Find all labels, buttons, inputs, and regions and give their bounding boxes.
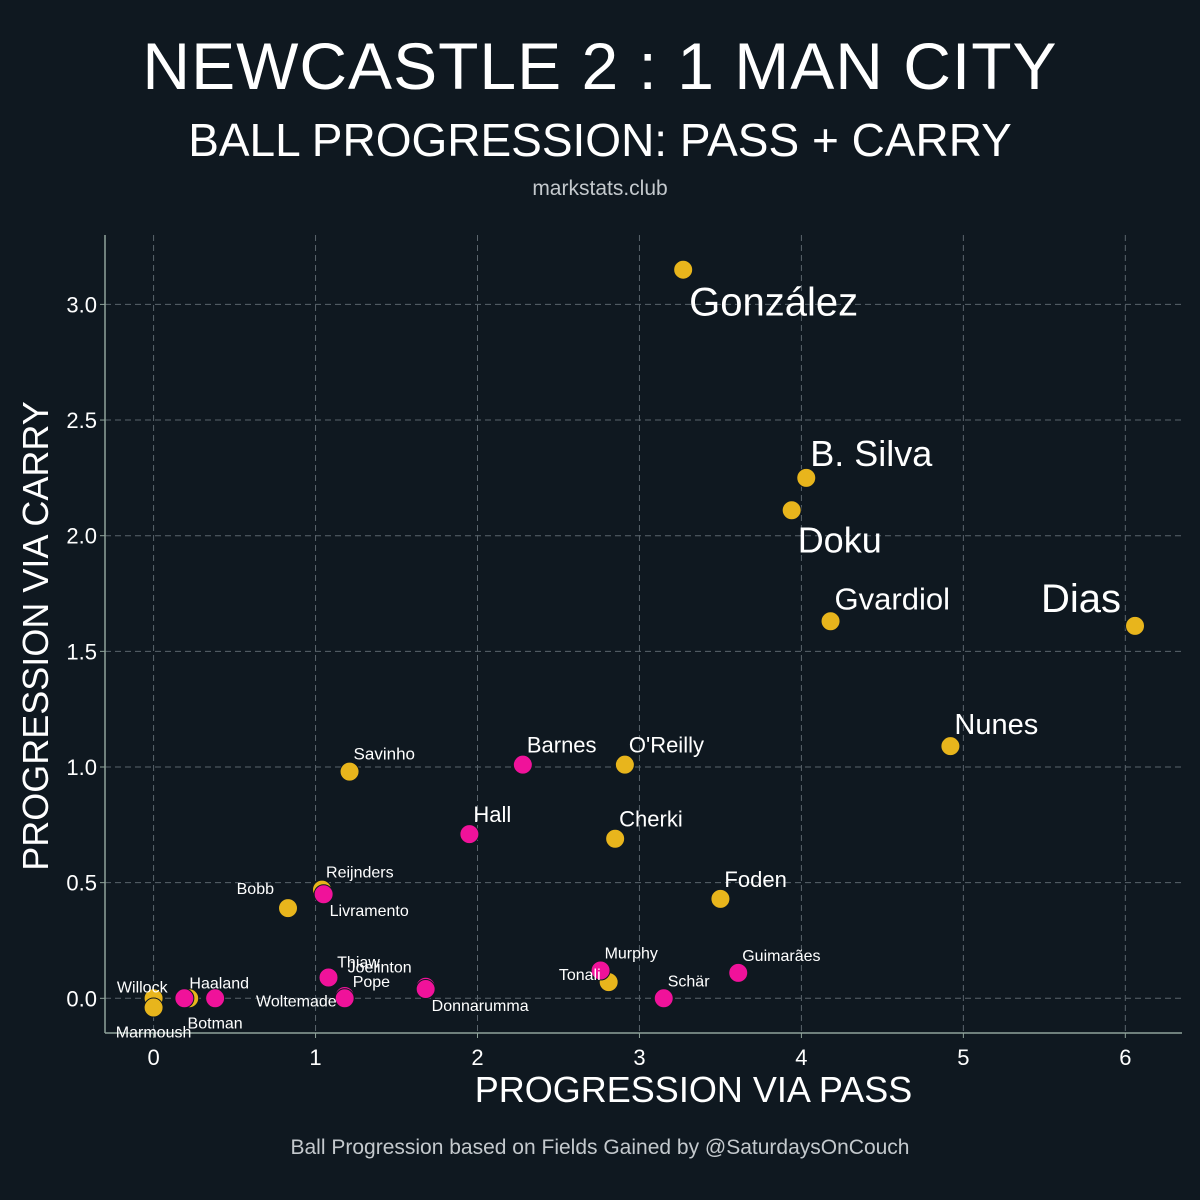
point-bobb (278, 898, 299, 919)
point-label: Haaland (189, 975, 249, 992)
x-tick-label: 0 (147, 1045, 159, 1070)
x-tick-label: 6 (1119, 1045, 1131, 1070)
point-label: Thiaw (337, 954, 380, 971)
x-tick-label: 3 (633, 1045, 645, 1070)
point-gvardiol (820, 611, 841, 632)
y-axis-title: PROGRESSION VIA CARRY (15, 401, 56, 870)
x-tick-label: 2 (471, 1045, 483, 1070)
point-sch-r (653, 988, 674, 1009)
point-label: Donnarumma (432, 998, 529, 1015)
point-dias (1125, 615, 1146, 636)
point-o-reilly (614, 754, 635, 775)
y-tick-label: 3.0 (66, 292, 97, 317)
point-b-silva (796, 467, 817, 488)
source-credit: markstats.club (532, 177, 668, 200)
point-label: Tonali (559, 967, 601, 984)
y-tick-label: 1.5 (66, 639, 97, 664)
point-thiaw (318, 967, 339, 988)
point-label: Savinho (354, 745, 415, 764)
point-label: Woltemade (256, 993, 337, 1010)
point-barnes (512, 754, 533, 775)
y-tick-label: 0.5 (66, 871, 97, 896)
point-livramento (313, 884, 334, 905)
point-woltemade (334, 988, 355, 1009)
point-label: B. Silva (810, 433, 933, 474)
point-label: Schär (668, 973, 710, 990)
point-label: Joelinton (348, 960, 412, 977)
point-cherki (605, 828, 626, 849)
point-savinho (339, 761, 360, 782)
point-label: Doku (798, 519, 882, 560)
point-nunes (940, 736, 961, 757)
point-marmoush (143, 997, 164, 1018)
point-donnarumma (415, 979, 436, 1000)
x-tick-label: 4 (795, 1045, 807, 1070)
point-hall (459, 824, 480, 845)
x-tick-label: 1 (309, 1045, 321, 1070)
point-gonz-lez (673, 259, 694, 280)
point-unlabeled (174, 988, 195, 1009)
y-tick-label: 1.0 (66, 755, 97, 780)
chart-subtitle: BALL PROGRESSION: PASS + CARRY (188, 114, 1012, 166)
point-label: Willock (117, 979, 169, 996)
point-label: Botman (188, 1015, 243, 1032)
chart-caption: Ball Progression based on Fields Gained … (290, 1136, 910, 1159)
point-label: Barnes (527, 733, 597, 758)
point-label: Reijnders (326, 865, 394, 882)
point-label: Pope (353, 974, 390, 991)
chart-title: NEWCASTLE 2 : 1 MAN CITY (142, 29, 1058, 103)
point-foden (710, 888, 731, 909)
point-label: Nunes (954, 709, 1038, 741)
y-tick-label: 2.0 (66, 524, 97, 549)
point-murphy (590, 960, 611, 981)
point-label: Gvardiol (835, 581, 950, 616)
y-tick-label: 0.0 (66, 986, 97, 1011)
point-label: Dias (1041, 577, 1121, 621)
point-label: González (689, 281, 858, 325)
point-label: Foden (724, 867, 786, 892)
point-guimar-es (728, 962, 749, 983)
point-label: Bobb (237, 881, 274, 898)
point-label: Livramento (330, 903, 409, 920)
point-label: Guimarães (742, 948, 820, 965)
point-botman (205, 988, 226, 1009)
y-tick-label: 2.5 (66, 408, 97, 433)
point-label: Cherki (619, 807, 683, 832)
point-label: O'Reilly (629, 733, 704, 758)
point-label: Murphy (605, 946, 658, 963)
point-doku (781, 500, 802, 521)
x-axis-title: PROGRESSION VIA PASS (475, 1069, 912, 1110)
x-tick-label: 5 (957, 1045, 969, 1070)
point-label: Marmoush (116, 1025, 192, 1042)
point-label: Hall (473, 802, 511, 827)
